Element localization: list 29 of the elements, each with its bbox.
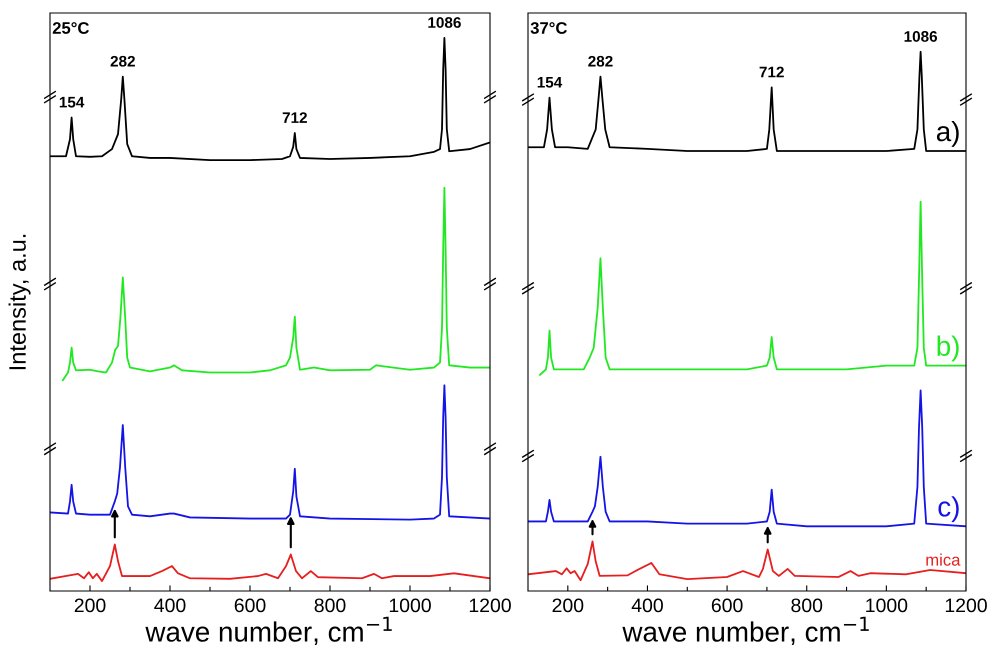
annotation: 712 bbox=[760, 66, 784, 78]
annotation: 154 bbox=[60, 96, 84, 108]
annotation: 712 bbox=[282, 112, 307, 123]
text: 37°C bbox=[530, 22, 567, 34]
x-tick-label: 1000 bbox=[390, 598, 431, 612]
x-tick-label: 200 bbox=[552, 598, 584, 612]
annotation: 1086 bbox=[428, 17, 461, 28]
legend-label: a) bbox=[936, 120, 959, 147]
x-tick-label: 1000 bbox=[866, 598, 908, 612]
x-axis-title: wave number, cm$^{−1}$ bbox=[622, 616, 869, 646]
series-label: c) bbox=[938, 496, 959, 522]
x-tick-label: 400 bbox=[632, 598, 663, 612]
y-axis-title: Intensity, a.u. bbox=[8, 234, 31, 370]
x-tick-label: 600 bbox=[712, 598, 743, 612]
x-tick-label: 600 bbox=[234, 598, 266, 612]
x-tick-label: 200 bbox=[74, 598, 106, 612]
annotation: 282 bbox=[110, 56, 135, 67]
x-tick-label: 1200 bbox=[946, 598, 987, 612]
series-label: mica bbox=[926, 554, 960, 566]
annotation: 282 bbox=[588, 56, 613, 67]
x-tick-label: 800 bbox=[314, 598, 346, 612]
text: 25°C bbox=[52, 22, 89, 34]
x-tick-label: 400 bbox=[154, 598, 186, 612]
annotation: 1086 bbox=[904, 31, 938, 42]
x-axis-title: wave number, cm$^{−1}$ bbox=[145, 616, 392, 646]
series-label: b) bbox=[938, 336, 959, 362]
annotation: 154 bbox=[538, 77, 562, 88]
x-tick-label: 1200 bbox=[470, 598, 511, 612]
x-tick-label: 800 bbox=[791, 598, 822, 612]
